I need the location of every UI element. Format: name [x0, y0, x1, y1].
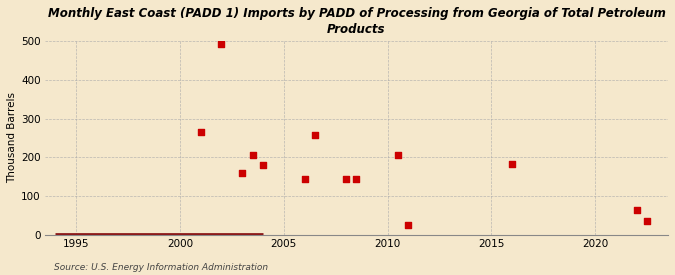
Point: [195, 130, 206, 134]
Point: [351, 176, 362, 181]
Point: [642, 219, 653, 223]
Point: [507, 162, 518, 166]
Text: Source: U.S. Energy Information Administration: Source: U.S. Energy Information Administ…: [54, 263, 268, 272]
Y-axis label: Thousand Barrels: Thousand Barrels: [7, 92, 17, 183]
Point: [258, 163, 269, 167]
Point: [403, 223, 414, 227]
Point: [632, 207, 643, 212]
Point: [237, 170, 248, 175]
Point: [393, 153, 404, 158]
Point: [216, 42, 227, 46]
Point: [247, 153, 258, 158]
Point: [341, 176, 352, 181]
Title: Monthly East Coast (PADD 1) Imports by PADD of Processing from Georgia of Total : Monthly East Coast (PADD 1) Imports by P…: [47, 7, 666, 36]
Point: [299, 177, 310, 182]
Point: [310, 133, 321, 137]
